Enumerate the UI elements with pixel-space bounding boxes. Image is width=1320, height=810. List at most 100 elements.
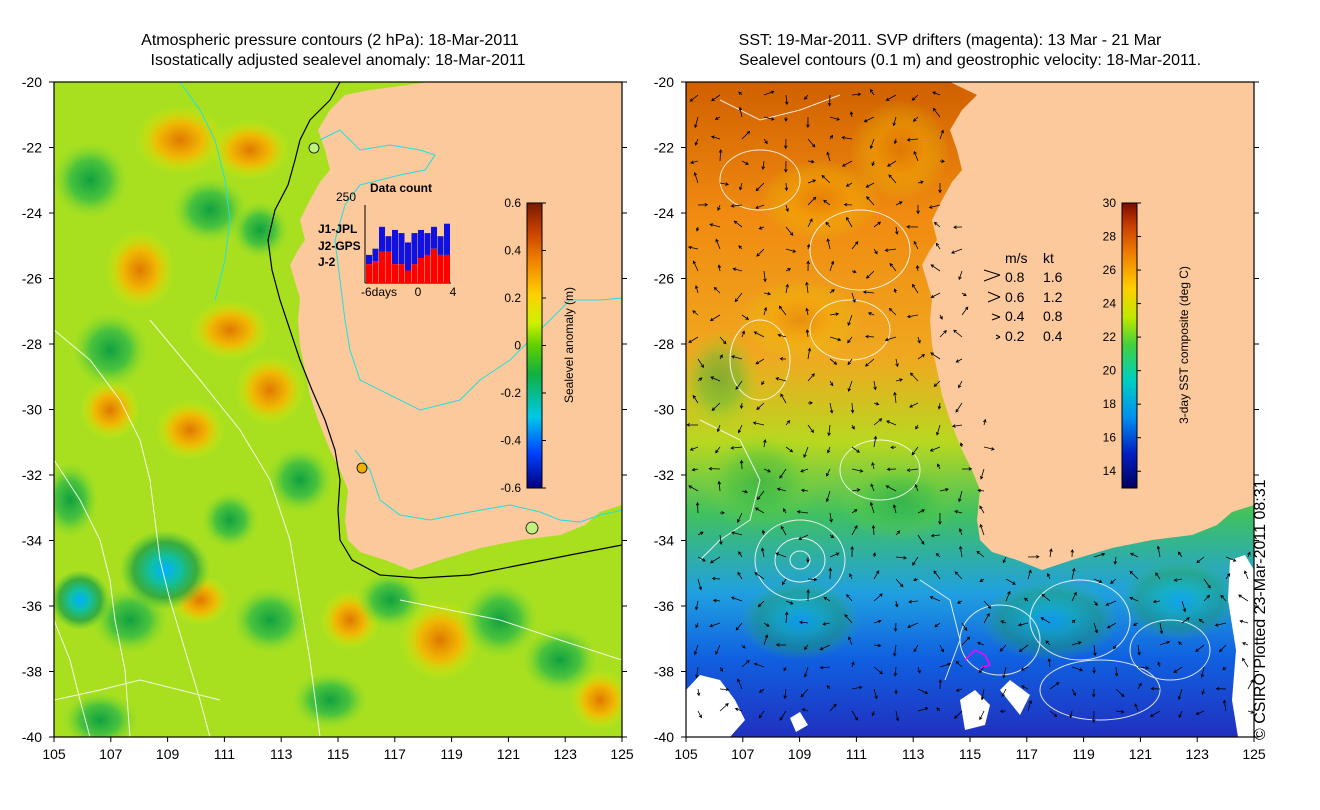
- velocity-arrow: [978, 666, 985, 674]
- velocity-arrow: [719, 687, 730, 692]
- velocity-arrow: [825, 221, 831, 228]
- velocity-arrow: [917, 688, 929, 695]
- velocity-arrow: [807, 138, 816, 148]
- sst-colorbar-tick-7: 16: [1103, 431, 1117, 445]
- velocity-arrow: [862, 290, 875, 294]
- velocity-arrow: [785, 268, 792, 272]
- right-lat-tick-7: -34: [654, 533, 674, 549]
- velocity-arrow: [829, 289, 835, 294]
- velocity-arrow: [753, 662, 765, 668]
- inset-legend-j2gps: J2-GPS: [318, 239, 361, 253]
- velocity-arrow: [917, 354, 926, 360]
- velocity-arrow: [689, 446, 699, 451]
- velocity-arrow: [1181, 600, 1187, 613]
- velocity-arrow: [719, 336, 727, 345]
- velocity-arrow: [930, 264, 941, 272]
- velocity-arrow: [934, 622, 941, 628]
- right-lon-tick-10: 125: [1242, 746, 1266, 762]
- velocity-arrow: [763, 468, 771, 473]
- velocity-arrow: [1177, 688, 1183, 701]
- velocity-arrow: [711, 94, 721, 102]
- left-lat-tick-0: -20: [22, 74, 42, 90]
- velocity-arrow: [932, 91, 941, 96]
- velocity-arrow: [741, 489, 749, 494]
- velocity-arrow: [710, 376, 721, 382]
- right-lat-tick-8: -36: [654, 598, 674, 614]
- velocity-arrow: [1049, 710, 1058, 718]
- velocity-arrow: [695, 501, 700, 514]
- inset-bar-blue-5: [398, 233, 405, 265]
- right-lat-tick-3: -26: [654, 271, 674, 287]
- velocity-arrow: [806, 556, 810, 563]
- velocity-arrow: [758, 710, 765, 719]
- velocity-arrow: [1045, 640, 1051, 646]
- velocity-arrow: [1005, 590, 1011, 602]
- velocity-arrow: [756, 402, 765, 410]
- velocity-arrow: [916, 204, 920, 215]
- velocity-arrow: [912, 283, 919, 294]
- velocity-arrow: [829, 534, 835, 539]
- velocity-arrow: [886, 420, 897, 426]
- sealevel-contours: [699, 94, 1211, 721]
- velocity-arrow: [763, 439, 767, 448]
- right-lon-tick-0: 105: [674, 746, 698, 762]
- velocity-arrow: [939, 159, 946, 163]
- velocity-arrow: [917, 666, 921, 674]
- velocity-arrow: [829, 402, 834, 414]
- velocity-arrow: [717, 264, 722, 272]
- velocity-arrow: [734, 292, 743, 303]
- velocity-arrow: [763, 306, 768, 316]
- velocity-arrow: [983, 600, 992, 609]
- velocity-arrow: [1049, 548, 1053, 558]
- velocity-arrow: [741, 130, 751, 140]
- velocity-legend-row1-ms: 0.6: [1005, 289, 1025, 305]
- velocity-arrow: [686, 423, 699, 427]
- velocity-arrow: [1113, 556, 1118, 565]
- left-lat-tick-8: -36: [22, 598, 42, 614]
- sealevel-colorbar-tick-5: -0.4: [500, 434, 521, 448]
- inset-bar-blue-4: [392, 229, 398, 265]
- velocity-arrow: [851, 468, 864, 473]
- velocity-arrow: [692, 310, 699, 316]
- right-title-line1: SST: 19-Mar-2011. SVP drifters (magenta)…: [738, 32, 1162, 49]
- sst-colorbar: 30 28 26 24 22 20 18 16 14 3-day SST composite (…: [1103, 196, 1191, 489]
- right-land: [922, 82, 1254, 570]
- velocity-arrow: [781, 578, 787, 586]
- velocity-arrow: [895, 358, 899, 368]
- velocity-arrow: [895, 710, 900, 722]
- velocity-arrow: [718, 149, 723, 162]
- velocity-arrow: [885, 485, 897, 492]
- velocity-arrow: [755, 358, 765, 365]
- velocity-arrow: [917, 707, 929, 712]
- velocity-arrow: [890, 445, 897, 450]
- velocity-arrow: [739, 182, 743, 191]
- velocity-arrow: [932, 107, 941, 118]
- velocity-arrow: [958, 490, 963, 503]
- velocity-arrow: [785, 226, 794, 236]
- inset-legend-j1: J1-JPL: [318, 222, 357, 236]
- velocity-arrow: [712, 598, 721, 603]
- velocity-arrow: [1000, 620, 1007, 624]
- velocity-arrow: [697, 556, 706, 562]
- velocity-arrow: [784, 160, 788, 173]
- velocity-arrow: [843, 202, 853, 207]
- velocity-arrow: [889, 262, 897, 272]
- velocity-arrow: [976, 550, 985, 558]
- left-lat-tick-2: -24: [22, 205, 42, 221]
- velocity-arrow: [939, 129, 944, 140]
- velocity-arrow: [819, 665, 831, 670]
- velocity-arrow: [822, 622, 831, 626]
- velocity-arrow: [785, 419, 791, 426]
- inset-bar-blue-8: [418, 229, 424, 259]
- velocity-arrow: [914, 483, 919, 492]
- inset-bar-red-3: [385, 251, 392, 283]
- velocity-arrow: [841, 160, 853, 167]
- velocity-arrow: [893, 391, 897, 404]
- velocity-arrow: [936, 424, 941, 436]
- velocity-arrow: [806, 589, 810, 602]
- geostrophic-velocity-arrows: [686, 88, 1254, 723]
- velocity-arrow: [888, 174, 897, 184]
- velocity-arrow: [807, 218, 813, 228]
- velocity-arrow: [915, 264, 920, 272]
